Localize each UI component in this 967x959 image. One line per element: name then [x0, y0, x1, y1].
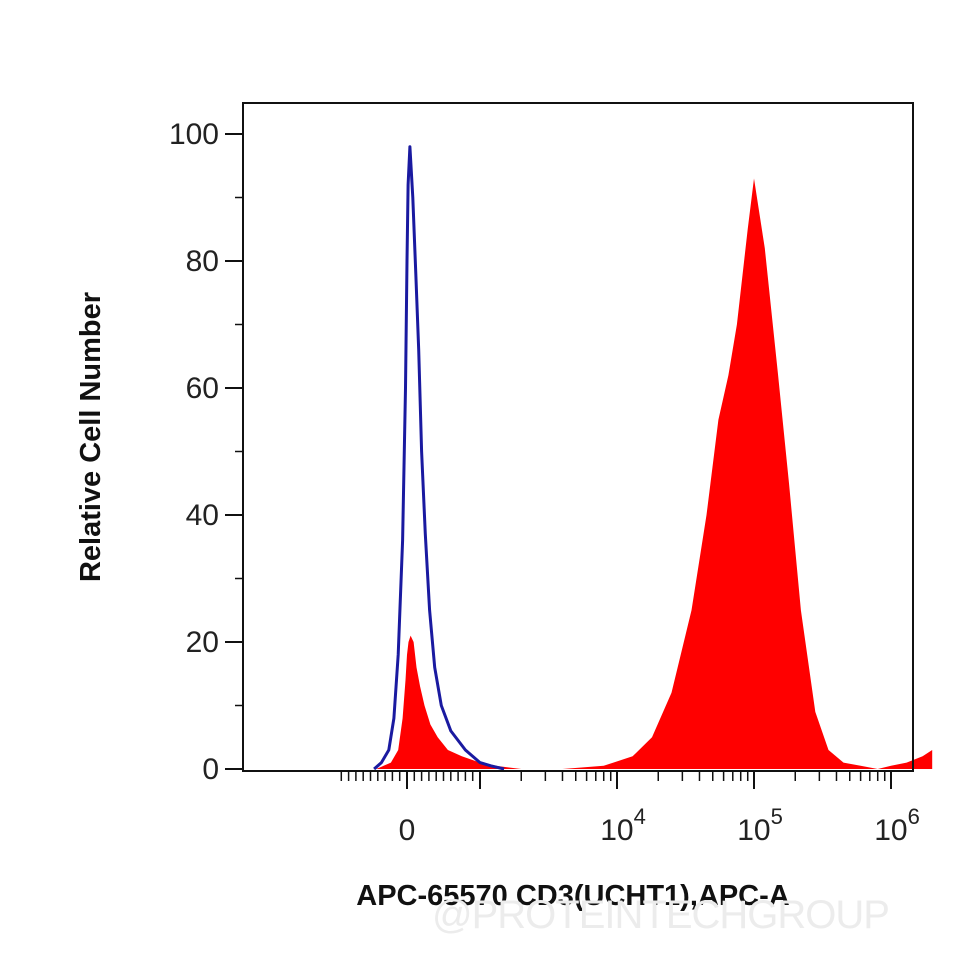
x-axis-title: APC-65570 CD3(UCHT1),APC-A	[356, 880, 790, 912]
x-tick-exponent: 5	[771, 804, 783, 829]
y-tick-label: 20	[186, 626, 219, 659]
x-tick-label: 0	[399, 814, 416, 847]
y-axis: 0 20 40 60 80 100	[169, 118, 243, 786]
plot-frame	[242, 102, 914, 772]
y-tick-label: 80	[186, 245, 219, 278]
series-line-control	[373, 145, 505, 771]
y-tick-label: 40	[186, 499, 219, 532]
y-tick-label: 60	[186, 372, 219, 405]
y-tick-label: 0	[202, 753, 219, 786]
y-axis-title: Relative Cell Number	[75, 292, 107, 582]
series-layer	[373, 145, 933, 771]
watermark: @PROTEINTECHGROUP	[432, 893, 890, 937]
series-area-stained	[376, 178, 933, 769]
y-tick-label: 100	[169, 118, 219, 151]
x-tick-exponent: 4	[634, 804, 646, 829]
x-tick-exponent: 6	[908, 804, 920, 829]
